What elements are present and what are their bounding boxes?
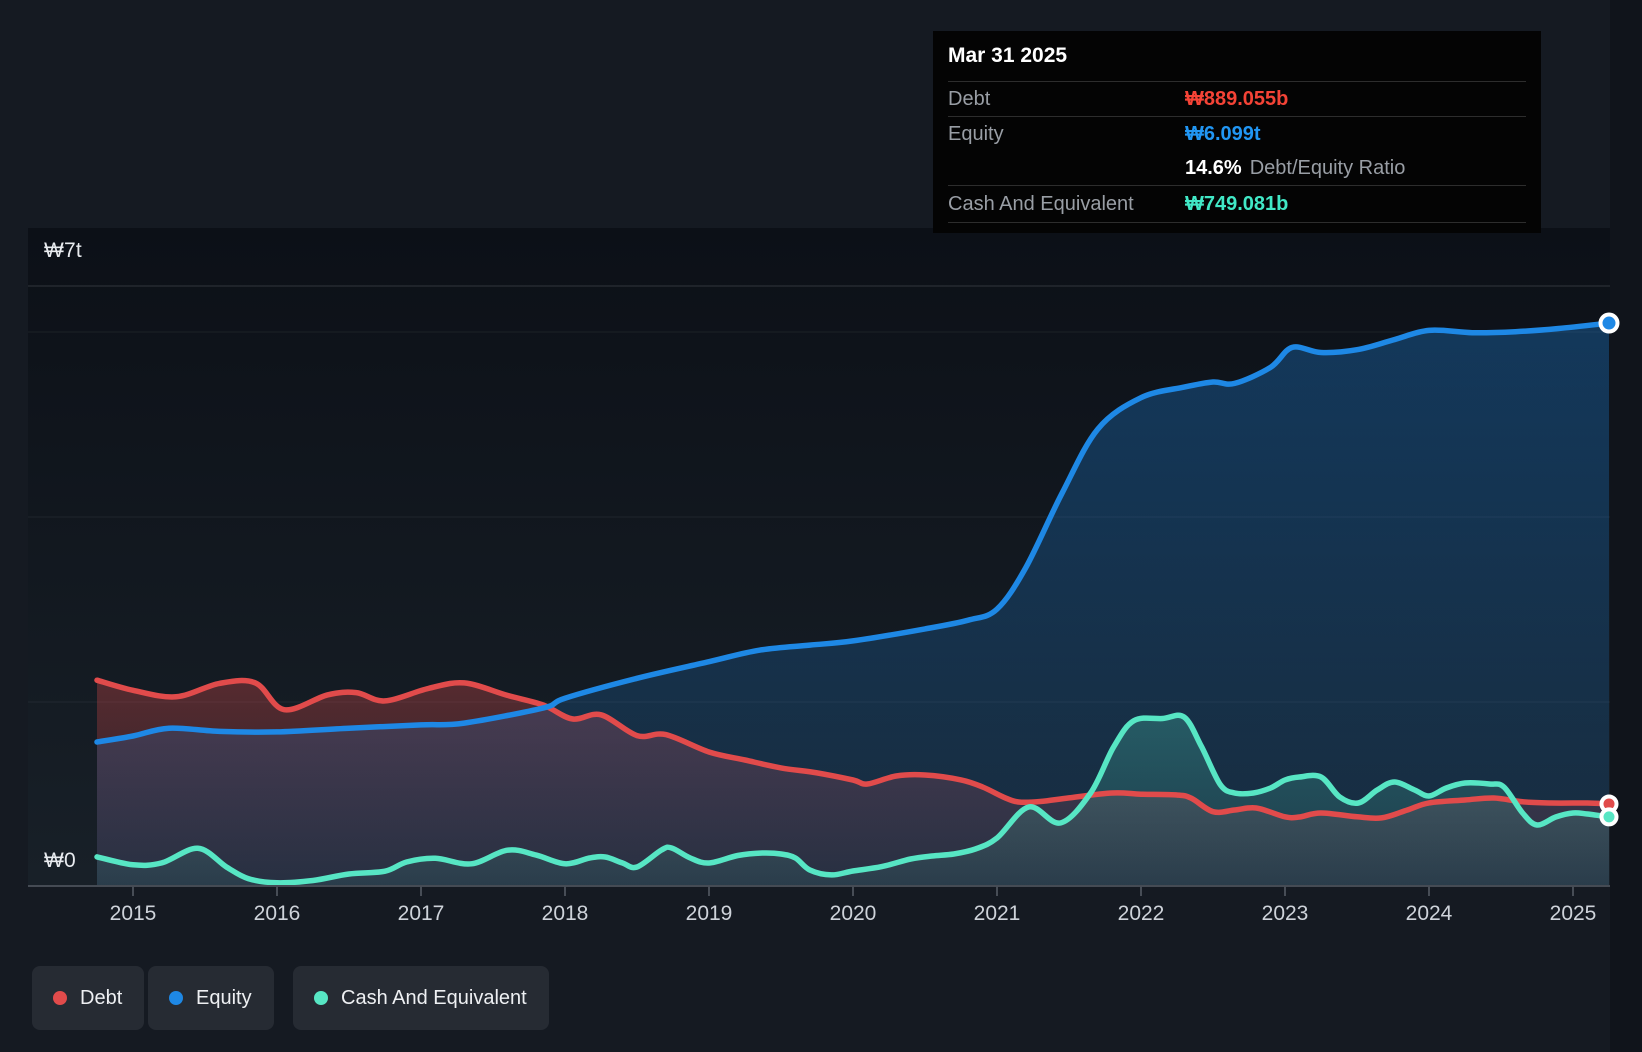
tooltip-ratio-label: Debt/Equity Ratio [1249, 156, 1406, 179]
x-axis-label: 2019 [686, 902, 733, 925]
cash-and-equivalent-line [94, 712, 1612, 886]
legend: Debt Equity Cash And Equivalent [0, 966, 1642, 1030]
tooltip-ratio-value: 14.6% [1185, 156, 1242, 179]
equity-marker[interactable] [1598, 312, 1620, 334]
legend-equity-label: Equity [196, 986, 252, 1009]
tooltip-row-debt: Debt ₩889.055b [948, 81, 1526, 116]
series-areas [97, 323, 1609, 887]
legend-debt-label: Debt [80, 986, 123, 1009]
tooltip-equity-value: ₩6.099t [1185, 122, 1261, 145]
cash-and-equivalent-area [97, 715, 1609, 886]
x-axis-label: 2021 [974, 902, 1021, 925]
cash-and-equivalent-marker[interactable] [1599, 807, 1619, 827]
legend-item-equity[interactable]: Equity [148, 966, 274, 1030]
x-axis-label: 2018 [542, 902, 589, 925]
x-axis-label: 2020 [830, 902, 877, 925]
equity-area [97, 323, 1609, 887]
x-axis: 2015 2016 2017 2018 2019 2020 2021 2022 2023 2024… [28, 885, 1610, 925]
right-margin-band [1610, 0, 1642, 1052]
y-axis-label-0: ₩0 [44, 849, 76, 872]
legend-item-debt[interactable]: Debt [32, 966, 145, 1030]
equity-dot-icon [169, 991, 183, 1005]
tooltip-debt-label: Debt [948, 87, 991, 110]
x-axis-label: 2023 [1262, 902, 1309, 925]
tooltip-debt-value: ₩889.055b [1185, 87, 1289, 110]
debt-dot-icon [53, 991, 67, 1005]
x-axis-label: 2015 [110, 902, 157, 925]
tooltip-row-cash: Cash And Equivalent ₩749.081b [948, 185, 1526, 223]
tooltip-date: Mar 31 2025 [948, 44, 1068, 67]
hover-tooltip: Mar 31 2025 Debt ₩889.055b Equity ₩6.099… [933, 31, 1541, 233]
x-axis-label: 2024 [1406, 902, 1453, 925]
tooltip-equity-label: Equity [948, 122, 1004, 145]
legend-item-cash[interactable]: Cash And Equivalent [293, 966, 549, 1030]
tooltip-cash-value: ₩749.081b [1185, 192, 1289, 215]
x-axis-label: 2016 [254, 902, 301, 925]
equity-line [94, 320, 1612, 745]
x-axis-label: 2022 [1118, 902, 1165, 925]
tooltip-row-equity: Equity ₩6.099t [948, 116, 1526, 151]
tooltip-row-ratio: 14.6% Debt/Equity Ratio [948, 151, 1526, 185]
cash-dot-icon [314, 991, 328, 1005]
y-axis-label-7t: ₩7t [44, 239, 82, 262]
legend-cash-label: Cash And Equivalent [341, 986, 527, 1009]
x-axis-label: 2017 [398, 902, 445, 925]
debt-line [94, 677, 1612, 822]
tooltip-cash-label: Cash And Equivalent [948, 192, 1134, 215]
series-lines [94, 320, 1612, 886]
latest-point-markers [1598, 312, 1620, 827]
x-axis-label: 2025 [1550, 902, 1597, 925]
